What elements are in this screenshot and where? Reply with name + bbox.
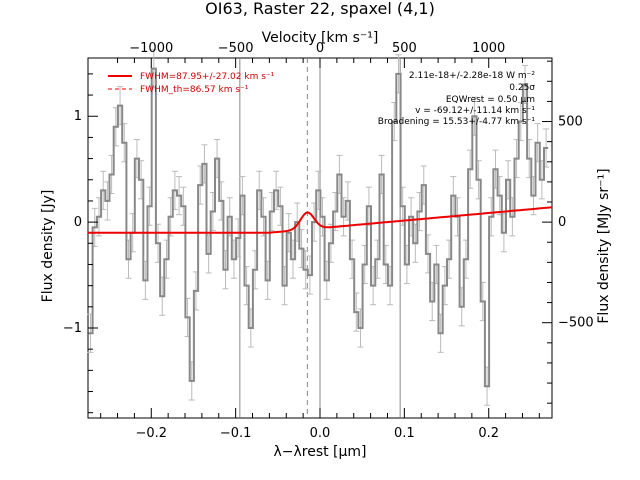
right-tick-label: −500 — [558, 316, 594, 331]
fit-line — [88, 206, 553, 234]
top-tick-label: 0 — [316, 41, 324, 56]
legend: FWHM=87.95+/-27.02 km s⁻¹ FWHM_th=86.57 … — [108, 72, 275, 95]
right-axis-label: Flux density [MJy sr⁻¹] — [596, 168, 612, 323]
x-tick-label: 0.0 — [310, 426, 331, 441]
top-axis-label: Velocity [km s⁻¹] — [262, 30, 379, 46]
x-tick-label: −0.2 — [135, 426, 167, 441]
top-tick-label: −1000 — [129, 41, 173, 56]
top-tick-label: 500 — [392, 41, 417, 56]
annotation-velocity: v = -69.12+/-11.14 km s⁻¹ — [415, 106, 535, 116]
x-tick-label: 0.1 — [394, 426, 415, 441]
y-tick-label: −1 — [63, 321, 82, 336]
annotation-broadening: Broadening = 15.53+/-4.77 km s⁻¹ — [378, 117, 536, 127]
right-tick-label: 500 — [558, 115, 583, 130]
data-series-line — [88, 67, 549, 388]
top-tick-label: −500 — [218, 41, 254, 56]
top-tick-label: 1000 — [472, 41, 505, 56]
annotation-eqw: EQWrest = 0.50 µm — [446, 95, 535, 105]
y-axis-label: Flux density [Jy] — [40, 190, 56, 303]
chart-title: OI63, Raster 22, spaxel (4,1) — [205, 0, 435, 18]
fit-annotations: 2.11e-18+/-2.28e-18 W m⁻² 0.25σ EQWrest … — [378, 71, 536, 127]
y-tick-label: 1 — [74, 109, 82, 124]
right-tick-label: 0 — [558, 215, 566, 230]
x-tick-label: −0.1 — [220, 426, 252, 441]
y-tick-label: 0 — [74, 215, 82, 230]
annotation-flux: 2.11e-18+/-2.28e-18 W m⁻² — [409, 71, 536, 81]
x-tick-label: 0.2 — [478, 426, 499, 441]
legend-th-label: FWHM_th=86.57 km s⁻¹ — [140, 85, 249, 95]
x-axis-label: λ−λrest [µm] — [273, 444, 366, 460]
annotation-sigma: 0.25σ — [509, 83, 535, 93]
legend-fit-label: FWHM=87.95+/-27.02 km s⁻¹ — [140, 72, 275, 82]
